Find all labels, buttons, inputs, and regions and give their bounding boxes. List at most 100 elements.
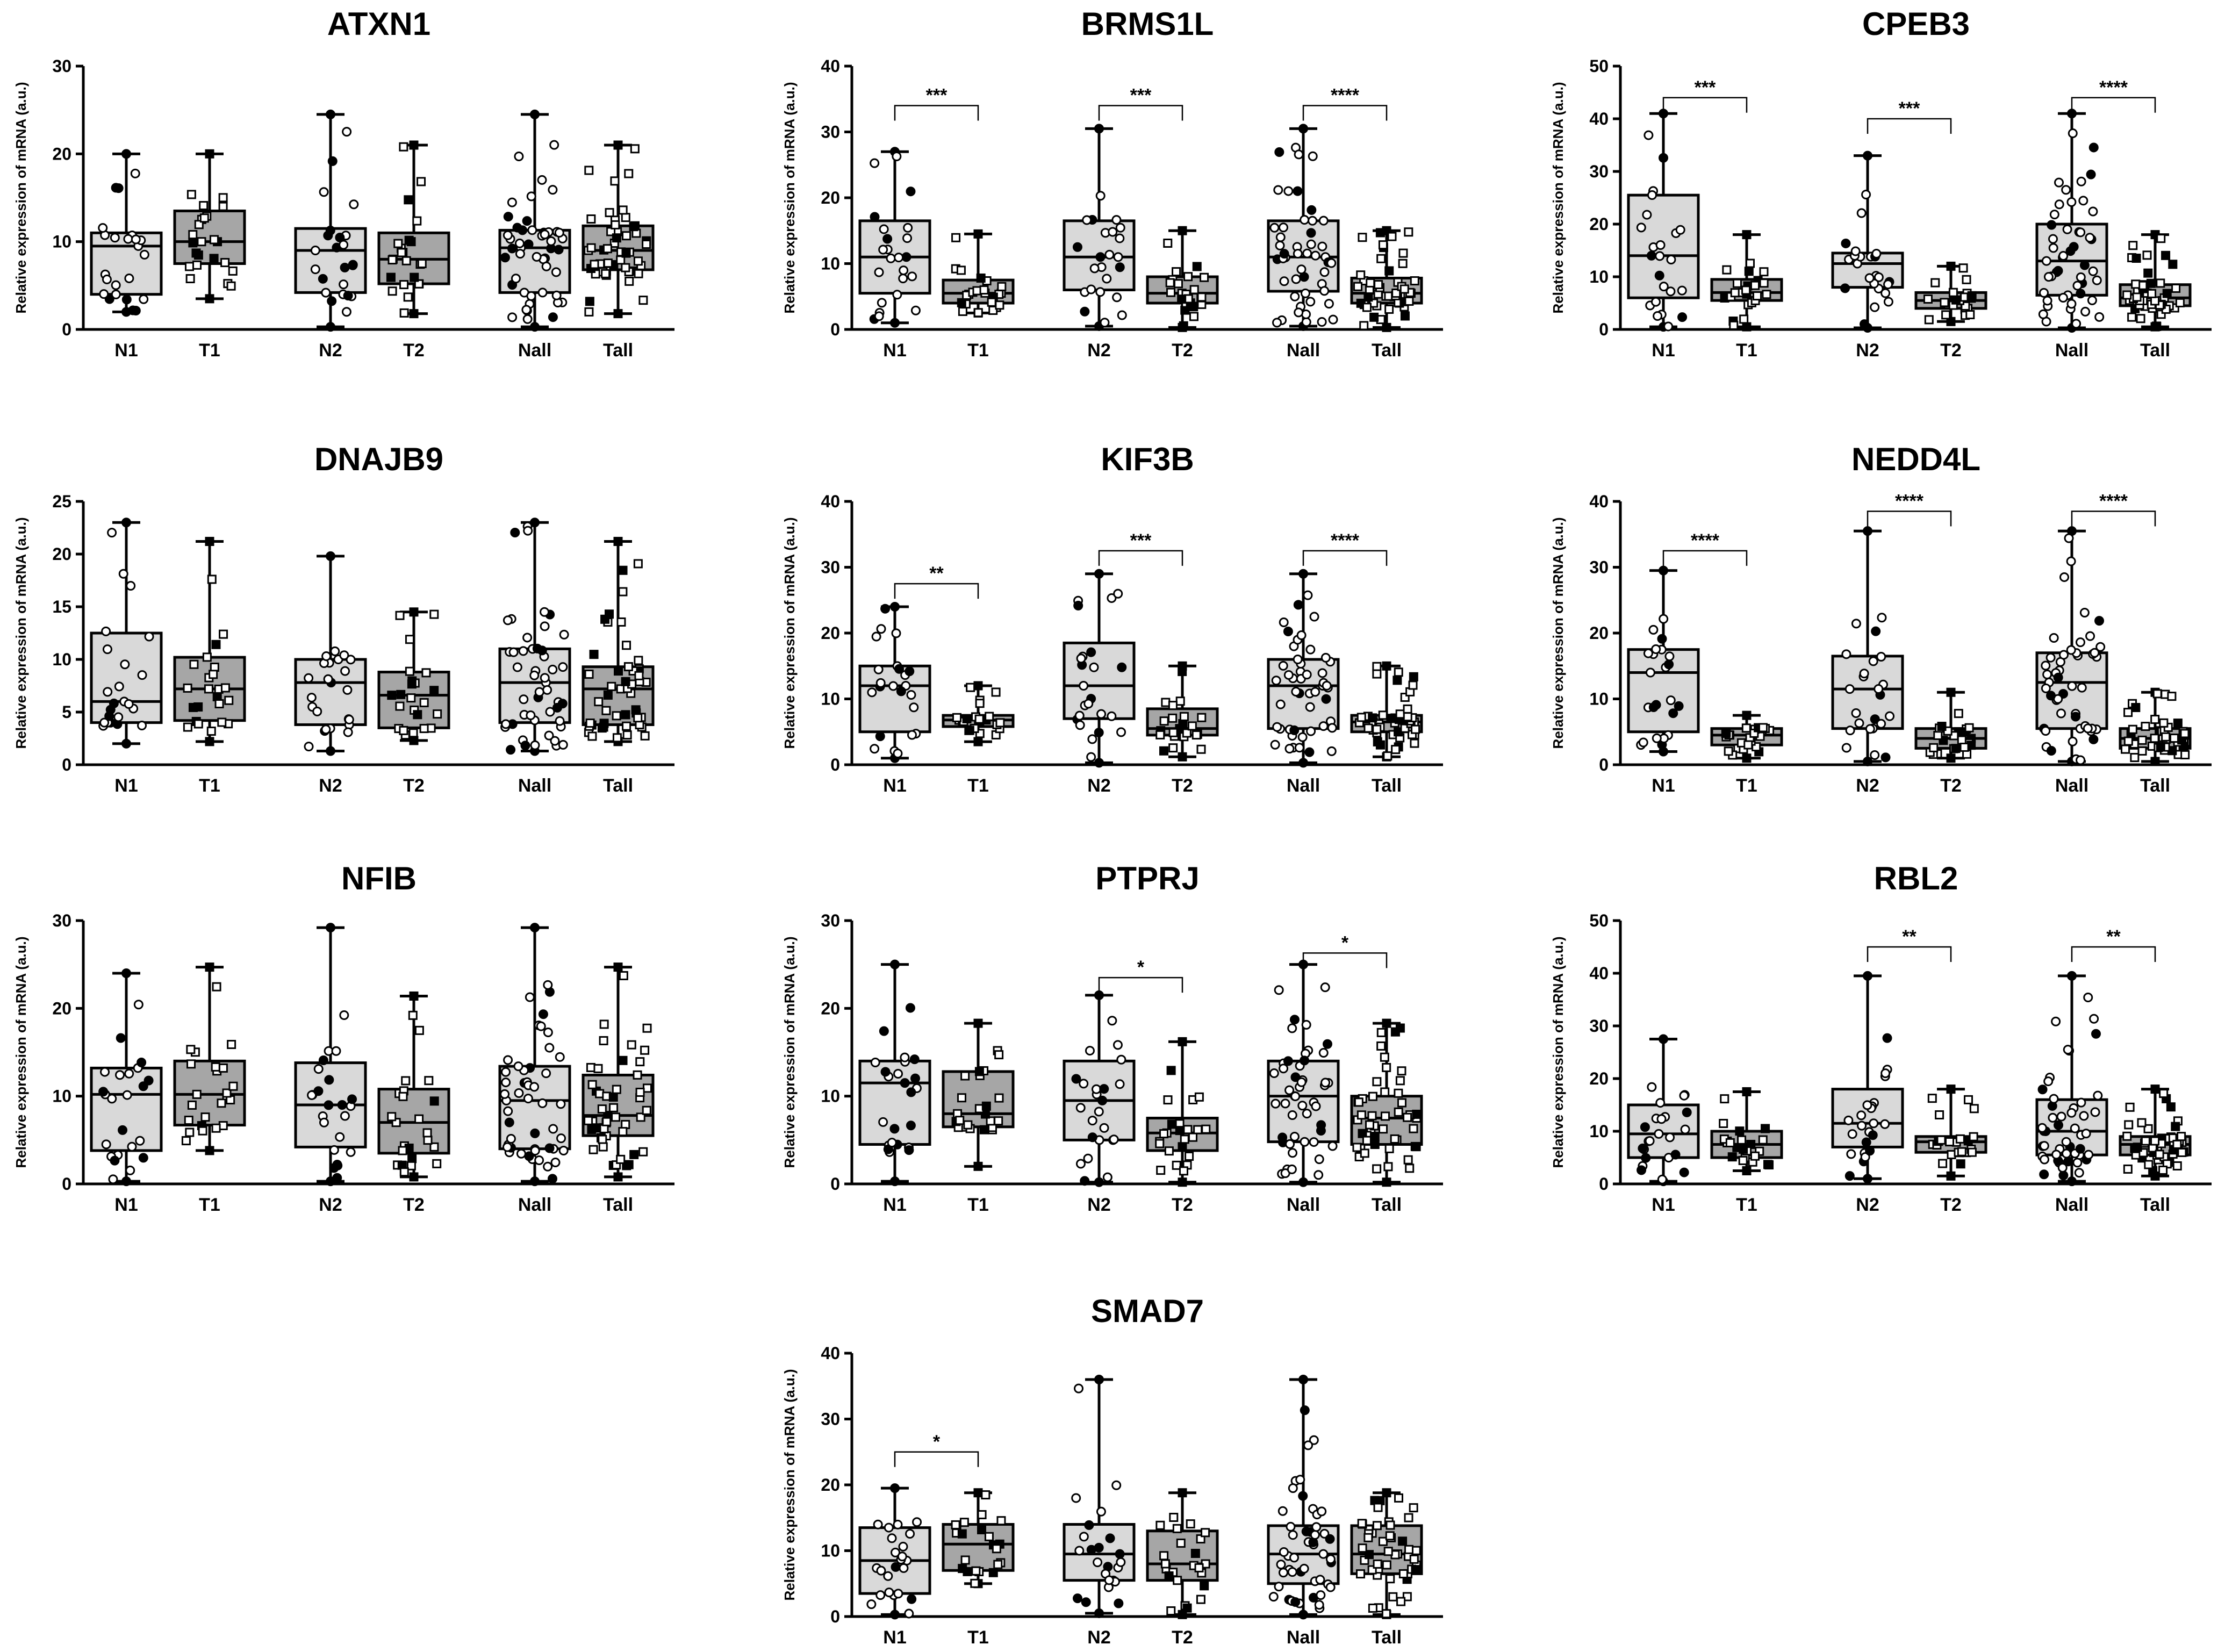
- data-point: [1410, 276, 1419, 286]
- data-point: [423, 1136, 433, 1145]
- data-point: [601, 706, 611, 715]
- box-group-nall: [1267, 959, 1340, 1187]
- x-tick-label: T2: [1940, 340, 1962, 361]
- data-point: [875, 731, 885, 742]
- data-point: [584, 1116, 593, 1125]
- data-point: [899, 1563, 909, 1573]
- data-point: [1865, 1146, 1875, 1156]
- data-point: [621, 710, 630, 720]
- data-point: [587, 731, 597, 741]
- data-point: [1278, 660, 1288, 671]
- data-point: [1303, 590, 1313, 600]
- data-point: [1326, 746, 1337, 756]
- x-tick-label: N1: [114, 775, 138, 796]
- data-point: [1290, 1072, 1301, 1082]
- data-point: [1864, 273, 1875, 283]
- data-point: [1175, 696, 1185, 706]
- data-point: [1178, 226, 1187, 235]
- data-point: [530, 923, 540, 933]
- data-point: [909, 702, 919, 713]
- x-tick-label: N1: [883, 775, 906, 796]
- data-point: [538, 1009, 548, 1019]
- data-point: [1845, 726, 1855, 736]
- data-point: [886, 253, 896, 263]
- data-point: [1735, 1126, 1745, 1136]
- data-point: [529, 670, 540, 680]
- data-point: [409, 140, 419, 150]
- data-point: [1317, 241, 1327, 252]
- data-point: [2049, 1094, 2059, 1104]
- box-group-t2: [1146, 1037, 1219, 1187]
- data-point: [1155, 730, 1165, 739]
- data-point: [1962, 275, 1971, 284]
- significance-bracket: [1662, 550, 1748, 566]
- data-point: [404, 195, 413, 205]
- data-point: [2066, 556, 2076, 566]
- box-group-n1: [858, 959, 931, 1187]
- data-point: [549, 140, 559, 150]
- data-point: [1075, 1103, 1086, 1113]
- x-tick-label: Nall: [518, 775, 551, 796]
- data-point: [401, 1076, 411, 1086]
- data-point: [399, 308, 409, 318]
- data-point: [508, 647, 519, 657]
- data-point: [1188, 1132, 1197, 1142]
- data-point: [110, 233, 120, 243]
- data-point: [1659, 282, 1669, 292]
- data-point: [1268, 1592, 1279, 1602]
- box-group-t1: [173, 963, 246, 1155]
- data-point: [890, 959, 900, 969]
- data-point: [1287, 1023, 1297, 1033]
- data-point: [349, 199, 359, 210]
- data-point: [877, 298, 887, 308]
- data-point: [1409, 672, 1418, 681]
- data-point: [1851, 708, 1861, 719]
- data-point: [1393, 676, 1402, 685]
- data-point: [991, 687, 1001, 697]
- data-point: [594, 697, 604, 707]
- data-point: [1314, 1170, 1324, 1180]
- data-point: [977, 1510, 987, 1519]
- data-point: [888, 681, 899, 691]
- data-point: [1933, 730, 1943, 740]
- data-point: [612, 711, 621, 721]
- data-point: [977, 1525, 987, 1534]
- data-point: [964, 726, 974, 735]
- data-point: [1404, 227, 1413, 237]
- data-point: [631, 705, 641, 715]
- data-point: [1271, 1098, 1281, 1109]
- data-point: [199, 213, 209, 223]
- data-point: [1116, 727, 1126, 737]
- data-point: [111, 280, 121, 290]
- data-point: [512, 222, 522, 233]
- data-point: [891, 1562, 901, 1572]
- data-point: [1115, 1549, 1125, 1559]
- data-point: [602, 244, 612, 254]
- data-point: [633, 1070, 642, 1080]
- data-point: [1277, 1132, 1288, 1143]
- data-point: [540, 621, 550, 631]
- x-tick-label: T1: [1736, 1195, 1757, 1215]
- y-tick-label: 0: [830, 1174, 840, 1194]
- data-point: [552, 702, 562, 713]
- data-point: [214, 699, 224, 709]
- data-point: [1368, 1091, 1377, 1101]
- data-point: [1289, 1132, 1300, 1142]
- data-point: [1391, 289, 1401, 298]
- data-point: [228, 1081, 238, 1091]
- data-point: [519, 694, 529, 705]
- data-point: [1743, 740, 1753, 750]
- x-tick-label: T1: [199, 340, 220, 361]
- data-point: [346, 1147, 356, 1157]
- data-point: [329, 1163, 339, 1173]
- data-point: [205, 963, 214, 972]
- data-point: [542, 685, 552, 695]
- data-point: [1861, 189, 1871, 199]
- data-point: [1645, 667, 1655, 678]
- data-point: [1679, 1167, 1689, 1177]
- data-point: [1279, 617, 1289, 628]
- data-point: [2042, 296, 2052, 306]
- data-point: [1675, 225, 1685, 235]
- data-point: [222, 1088, 232, 1098]
- data-point: [122, 1090, 132, 1100]
